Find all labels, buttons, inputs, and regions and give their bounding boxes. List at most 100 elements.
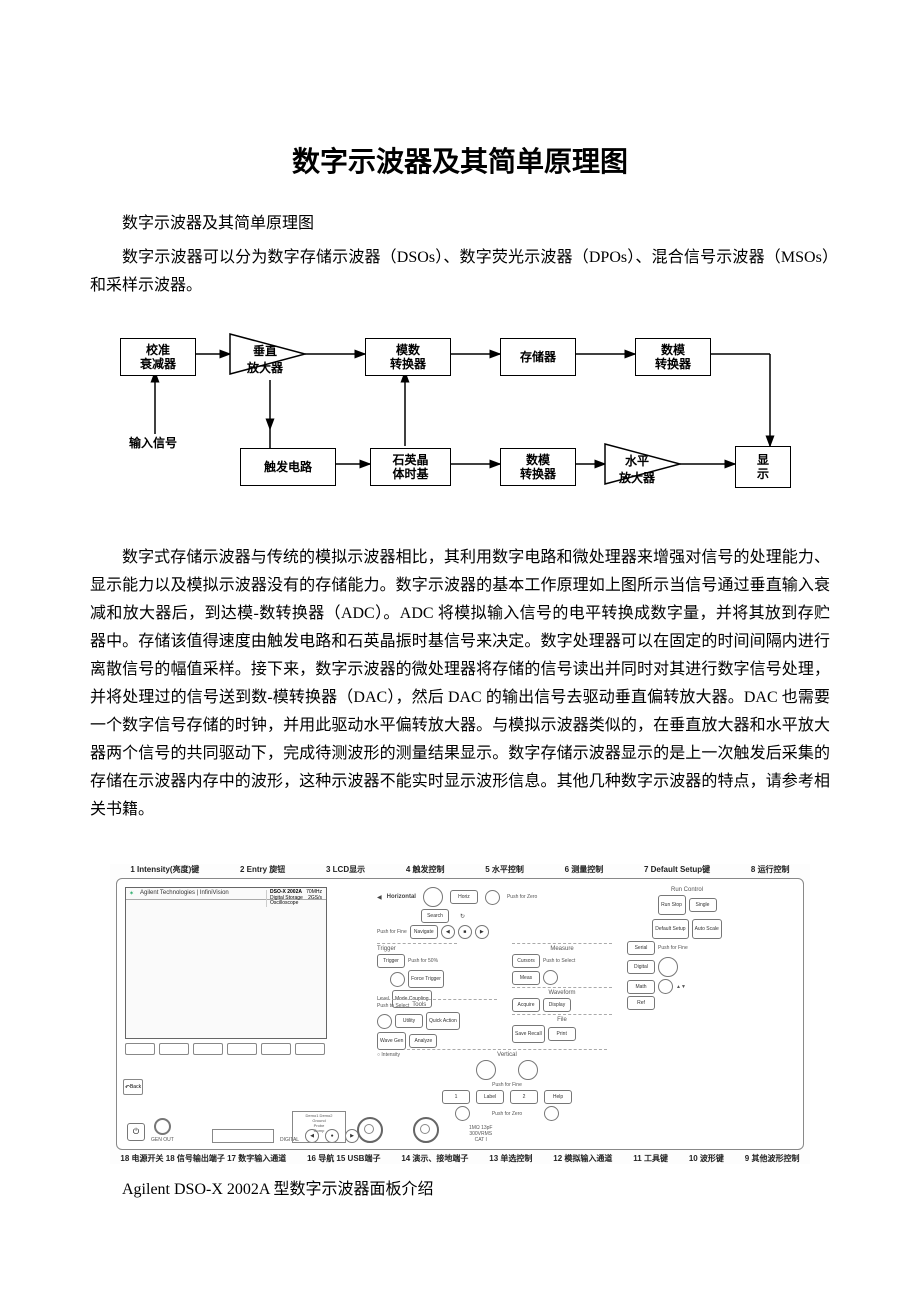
waveform-section-label: Waveform bbox=[512, 990, 612, 996]
trigger-level-knob[interactable] bbox=[390, 972, 405, 987]
callout-4: 4 触发控制 bbox=[406, 864, 445, 875]
multipurpose-knob-2[interactable] bbox=[658, 979, 673, 994]
ch1-scale-knob[interactable] bbox=[476, 1060, 496, 1080]
subtitle-line: 数字示波器及其简单原理图 bbox=[90, 210, 830, 238]
cursors-knob[interactable] bbox=[543, 970, 558, 985]
ch2-bnc[interactable] bbox=[413, 1117, 439, 1143]
cursors-button[interactable]: Cursors bbox=[512, 954, 540, 968]
vertical-section-label: Vertical bbox=[407, 1052, 607, 1058]
search-button[interactable]: Search bbox=[421, 909, 449, 923]
save-recall-button[interactable]: Save Recall bbox=[512, 1025, 545, 1043]
timebase-knob[interactable] bbox=[423, 887, 443, 907]
softkey[interactable] bbox=[159, 1043, 189, 1055]
ch2-pos-knob[interactable] bbox=[544, 1106, 559, 1121]
block-diagram: 校准 衰减器 垂直 放大器 模数 转换器 存储器 数模 转换器 输入信号 触发电… bbox=[100, 324, 820, 514]
panel-top-callouts: 1 Intensity(亮度)键 2 Entry 旋钮 3 LCD显示 4 触发… bbox=[110, 864, 810, 875]
acquire-button[interactable]: Acquire bbox=[512, 998, 540, 1012]
scope-front-panel: ✶ Agilent Technologies | InfiniVision DS… bbox=[116, 878, 804, 1150]
nav-stop-button[interactable]: ■ bbox=[458, 925, 472, 939]
brand-text: Agilent Technologies | InfiniVision bbox=[140, 890, 229, 897]
box-hamp-label: 水平 放大器 bbox=[612, 452, 662, 486]
callout-8: 8 运行控制 bbox=[751, 864, 790, 875]
ch2-scale-knob[interactable] bbox=[518, 1060, 538, 1080]
utility-button[interactable]: Utility bbox=[395, 1014, 423, 1028]
push-zero-label: Push for Zero bbox=[507, 894, 537, 900]
panel-bottom-callouts: 18 电源开关 18 信号输出端子 17 数字输入通道 16 导航 15 USB… bbox=[110, 1153, 810, 1164]
callout-7: 7 Default Setup键 bbox=[644, 864, 710, 875]
softkey[interactable] bbox=[261, 1043, 291, 1055]
box-trigger: 触发电路 bbox=[240, 448, 336, 486]
meas-button[interactable]: Meas bbox=[512, 971, 540, 985]
ch1-bnc[interactable] bbox=[357, 1117, 383, 1143]
entry-knob[interactable] bbox=[377, 1014, 392, 1029]
trigger-button[interactable]: Trigger bbox=[377, 954, 405, 968]
nav-prev-button[interactable]: ◀ bbox=[441, 925, 455, 939]
math-button[interactable]: Math bbox=[627, 980, 655, 994]
probe-comp-label: Probe Comp bbox=[294, 1123, 344, 1133]
horizontal-section-label: Horizontal bbox=[387, 894, 416, 900]
figure-caption: Agilent DSO-X 2002A 型数字示波器面板介绍 bbox=[90, 1176, 830, 1203]
digital-port[interactable] bbox=[212, 1129, 274, 1143]
default-setup-button[interactable]: Default Setup bbox=[652, 919, 688, 939]
label-button[interactable]: Label bbox=[476, 1090, 504, 1104]
brand-label: ✶ bbox=[129, 890, 134, 897]
digital-button[interactable]: Digital bbox=[627, 960, 655, 974]
callout-16-15: 16 导航 15 USB端子 bbox=[307, 1153, 380, 1164]
box-display: 显 示 bbox=[735, 446, 791, 488]
wavegen-button[interactable]: Wave Gen bbox=[377, 1032, 406, 1050]
softkey[interactable] bbox=[125, 1043, 155, 1055]
nav-next-button[interactable]: ▶ bbox=[475, 925, 489, 939]
back-button[interactable]: ↶ Back bbox=[123, 1079, 143, 1095]
callout-2: 2 Entry 旋钮 bbox=[240, 864, 285, 875]
softkey[interactable] bbox=[295, 1043, 325, 1055]
single-button[interactable]: Single bbox=[689, 898, 717, 912]
tools-section-label: Tools bbox=[412, 1002, 426, 1008]
softkey[interactable] bbox=[193, 1043, 223, 1055]
analyze-button[interactable]: Analyze bbox=[409, 1034, 437, 1048]
push-fine-label: Push for Fine bbox=[377, 929, 407, 935]
display-button[interactable]: Display bbox=[543, 998, 571, 1012]
navigate-button[interactable]: Navigate bbox=[410, 925, 438, 939]
serial-button[interactable]: Serial bbox=[627, 941, 655, 955]
lcd-display: ✶ Agilent Technologies | InfiniVision DS… bbox=[125, 887, 327, 1039]
multipurpose-knob[interactable] bbox=[658, 957, 678, 977]
demo-terminals-label: Demo1 Demo2 Ground bbox=[294, 1113, 344, 1123]
force-trigger-button[interactable]: Force Trigger bbox=[408, 970, 444, 988]
push-fine-ch: Push for Fine bbox=[492, 1082, 522, 1088]
callout-9: 9 其他波形控制 bbox=[745, 1153, 800, 1164]
print-button[interactable]: Print bbox=[548, 1027, 576, 1041]
box-dac1: 数模 转换器 bbox=[635, 338, 711, 376]
back-label: Back bbox=[130, 1084, 141, 1090]
box-adc: 模数 转换器 bbox=[365, 338, 451, 376]
callout-11: 11 工具键 bbox=[633, 1153, 668, 1164]
box-vamp-label: 垂直 放大器 bbox=[240, 342, 290, 376]
measure-section-label: Measure bbox=[512, 946, 612, 952]
intro-paragraph: 数字示波器可以分为数字存储示波器（DSOs）、数字荧光示波器（DPOs）、混合信… bbox=[90, 244, 830, 300]
auto-scale-button[interactable]: Auto Scale bbox=[692, 919, 722, 939]
softkey[interactable] bbox=[227, 1043, 257, 1055]
body-paragraph: 数字式存储示波器与传统的模拟示波器相比，其利用数字电路和微处理器来增强对信号的处… bbox=[90, 544, 830, 824]
ref-button[interactable]: Ref bbox=[627, 996, 655, 1010]
callout-14: 14 演示、接地端子 bbox=[401, 1153, 468, 1164]
run-stop-button[interactable]: Run Stop bbox=[658, 895, 686, 915]
gen-out-bnc[interactable] bbox=[154, 1118, 171, 1135]
softkey-row bbox=[125, 1043, 325, 1055]
power-button[interactable]: ⏻ bbox=[127, 1123, 145, 1141]
label-input-signal: 输入信号 bbox=[118, 434, 188, 451]
push-zero-ch: Push for Zero bbox=[492, 1111, 522, 1117]
callout-10: 10 波形键 bbox=[689, 1153, 724, 1164]
ch2-button[interactable]: 2 bbox=[510, 1090, 538, 1104]
box-xtal: 石英晶 体时基 bbox=[370, 448, 451, 486]
run-control-label: Run Control bbox=[607, 887, 767, 893]
box-dac2: 数模 转换器 bbox=[500, 448, 576, 486]
ch1-button[interactable]: 1 bbox=[442, 1090, 470, 1104]
help-button[interactable]: Help bbox=[544, 1090, 572, 1104]
quick-action-button[interactable]: Quick Action bbox=[426, 1012, 460, 1030]
probe-comp-area: Demo1 Demo2 Ground Probe Comp bbox=[292, 1111, 346, 1143]
horiz-pos-knob[interactable] bbox=[485, 890, 500, 905]
input-rating-label: 1MΩ 13pF 300VRMS CAT I bbox=[469, 1125, 492, 1143]
push-fine-label-2: Push for Fine bbox=[658, 945, 688, 951]
callout-13: 13 单选控制 bbox=[489, 1153, 532, 1164]
horiz-button[interactable]: Horiz bbox=[450, 890, 478, 904]
panel-figure: 1 Intensity(亮度)键 2 Entry 旋钮 3 LCD显示 4 触发… bbox=[110, 864, 810, 1164]
